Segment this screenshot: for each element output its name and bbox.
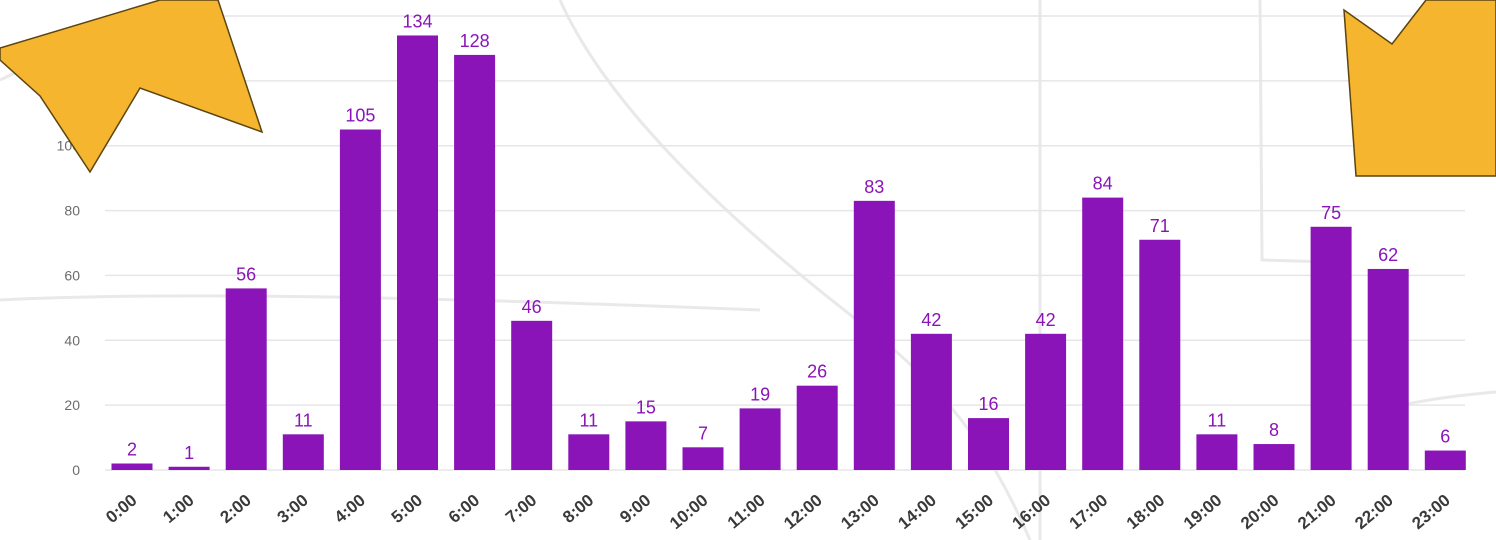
bar bbox=[739, 408, 781, 470]
bar bbox=[1253, 444, 1295, 470]
data-labels: 2 1 56 11 105 134 128 46 11 15 7 19 26 83 42 16 42 84 71 11… bbox=[127, 11, 1450, 462]
data-label: 11 bbox=[1208, 410, 1227, 430]
bar bbox=[225, 288, 267, 470]
bars bbox=[111, 35, 1466, 471]
bar bbox=[568, 434, 610, 470]
x-tick-label: 14:00 bbox=[894, 491, 940, 534]
x-tick-label: 0:00 bbox=[102, 491, 140, 527]
data-label: 83 bbox=[864, 177, 884, 197]
bar bbox=[454, 54, 496, 471]
data-label: 2 bbox=[127, 440, 137, 460]
data-label: 42 bbox=[1036, 310, 1056, 330]
x-tick-label: 3:00 bbox=[274, 491, 312, 527]
data-label: 62 bbox=[1378, 245, 1398, 265]
bar bbox=[968, 418, 1009, 470]
arrow-right-icon bbox=[1343, 0, 1496, 177]
bar bbox=[511, 320, 553, 470]
data-label: 1 bbox=[184, 443, 194, 463]
x-tick-label: 8:00 bbox=[559, 491, 597, 527]
data-label: 7 bbox=[698, 423, 708, 443]
bar bbox=[1367, 268, 1409, 470]
bar bbox=[1139, 239, 1181, 470]
bar bbox=[1025, 333, 1067, 470]
y-tick-label: 80 bbox=[64, 203, 80, 219]
x-tick-label: 4:00 bbox=[331, 491, 369, 527]
data-label: 15 bbox=[636, 397, 656, 417]
x-tick-label: 7:00 bbox=[502, 491, 540, 527]
y-tick-label: 0 bbox=[72, 462, 80, 478]
bar bbox=[910, 333, 952, 470]
data-label: 84 bbox=[1093, 174, 1113, 194]
x-axis: 0:00 1:00 2:00 3:00 4:00 5:00 6:00 7:00 8:00 9:00… bbox=[102, 491, 1454, 534]
data-label: 11 bbox=[579, 410, 598, 430]
data-label: 75 bbox=[1321, 203, 1341, 223]
bar bbox=[397, 35, 438, 470]
x-tick-label: 20:00 bbox=[1237, 491, 1283, 534]
y-tick-label: 40 bbox=[64, 332, 80, 348]
data-label: 134 bbox=[402, 11, 432, 31]
bar bbox=[853, 200, 895, 471]
x-tick-label: 21:00 bbox=[1294, 491, 1340, 534]
data-label: 128 bbox=[460, 31, 490, 51]
data-label: 6 bbox=[1440, 427, 1450, 447]
x-tick-label: 11:00 bbox=[724, 491, 769, 533]
bar bbox=[1196, 434, 1238, 470]
bar bbox=[1082, 197, 1124, 470]
x-tick-label: 19:00 bbox=[1180, 491, 1226, 534]
x-tick-label: 23:00 bbox=[1408, 491, 1454, 534]
bar bbox=[625, 421, 667, 470]
x-tick-label: 22:00 bbox=[1351, 491, 1397, 534]
bar bbox=[1424, 450, 1466, 470]
data-label: 16 bbox=[978, 394, 998, 414]
data-label: 71 bbox=[1150, 216, 1170, 236]
x-tick-label: 12:00 bbox=[780, 491, 826, 534]
data-label: 46 bbox=[522, 297, 542, 317]
x-tick-label: 17:00 bbox=[1066, 491, 1112, 534]
x-tick-label: 18:00 bbox=[1123, 491, 1169, 534]
x-tick-label: 2:00 bbox=[216, 491, 254, 527]
bar bbox=[111, 463, 153, 470]
bar bbox=[682, 447, 724, 470]
x-tick-label: 6:00 bbox=[445, 491, 483, 527]
bar bbox=[796, 385, 838, 470]
bar bbox=[282, 434, 324, 470]
bar bbox=[1310, 226, 1352, 470]
x-tick-label: 5:00 bbox=[388, 491, 426, 527]
data-label: 42 bbox=[921, 310, 941, 330]
data-label: 11 bbox=[294, 410, 313, 430]
x-tick-label: 9:00 bbox=[616, 491, 654, 527]
y-tick-label: 20 bbox=[64, 397, 80, 413]
x-tick-label: 15:00 bbox=[952, 491, 998, 534]
bar bbox=[339, 129, 381, 470]
data-label: 56 bbox=[236, 264, 256, 284]
data-label: 8 bbox=[1269, 420, 1279, 440]
y-tick-label: 60 bbox=[64, 267, 80, 283]
annotation-arrows bbox=[0, 0, 1496, 177]
gridlines bbox=[105, 15, 1465, 471]
arrow-left-icon bbox=[0, 0, 264, 174]
x-tick-label: 10:00 bbox=[666, 491, 712, 534]
bar bbox=[168, 466, 210, 470]
x-tick-label: 13:00 bbox=[837, 491, 883, 534]
x-tick-label: 16:00 bbox=[1009, 491, 1055, 534]
data-label: 26 bbox=[807, 362, 827, 382]
x-tick-label: 1:00 bbox=[159, 491, 197, 527]
data-label: 19 bbox=[750, 384, 770, 404]
data-label: 105 bbox=[345, 106, 375, 126]
